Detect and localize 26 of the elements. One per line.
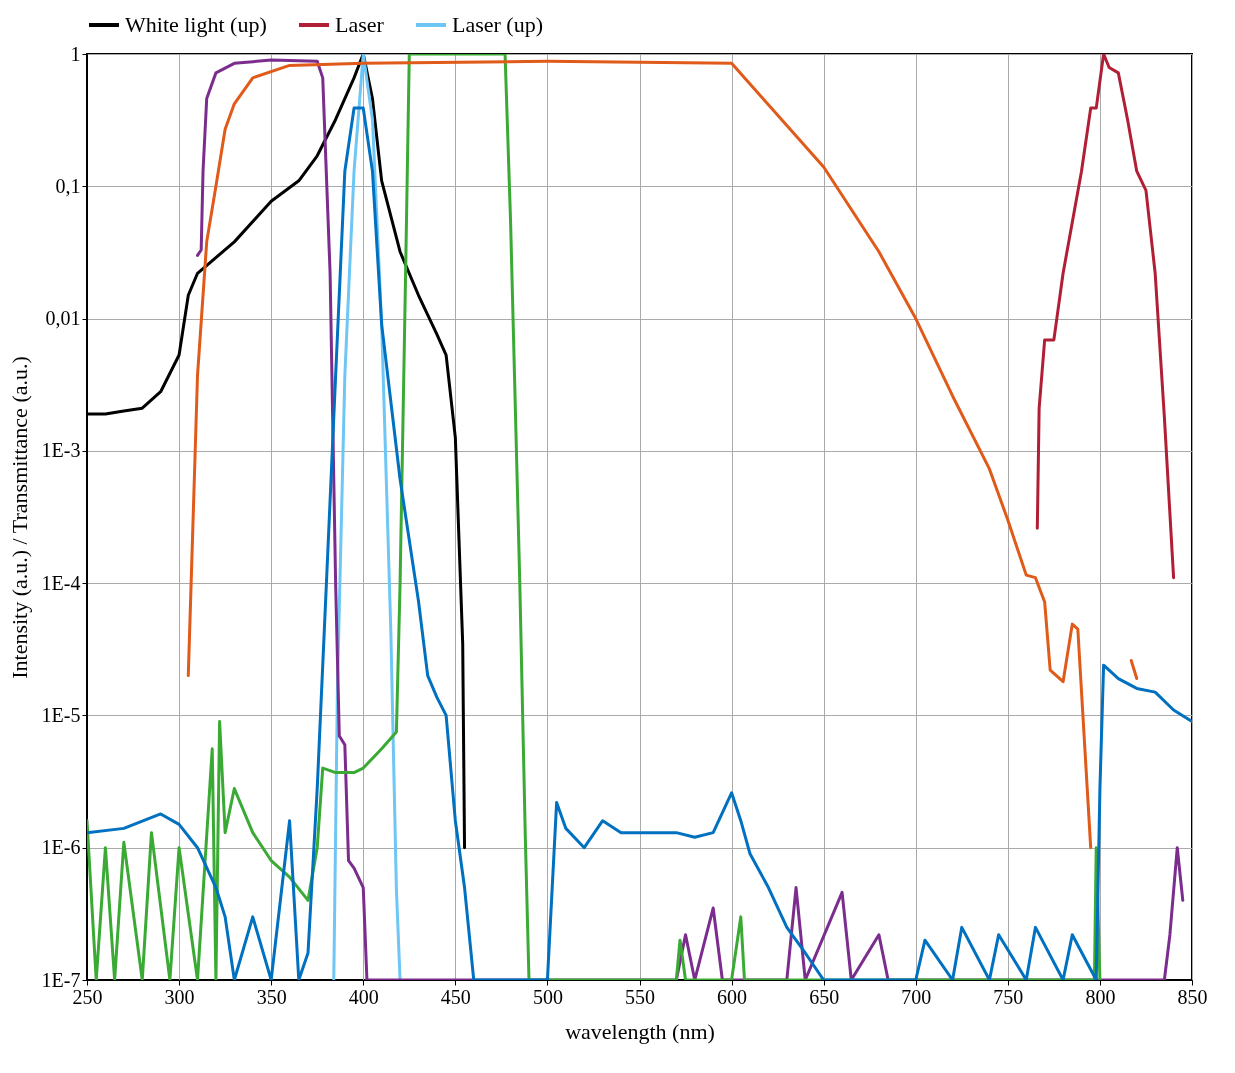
y-tick-label: 1E-4 — [41, 571, 81, 594]
y-tick-label: 1E-3 — [41, 439, 81, 462]
x-tick-label: 550 — [625, 985, 655, 1008]
y-tick-label: 0,01 — [45, 307, 81, 330]
legend-label: Laser (up) — [452, 12, 544, 37]
legend-label: White light (up) — [125, 12, 267, 37]
x-tick-label: 850 — [1177, 985, 1208, 1008]
y-tick-label: 1 — [70, 42, 81, 65]
x-tick-label: 700 — [901, 985, 932, 1008]
x-tick-label: 450 — [440, 985, 471, 1008]
legend-label: Laser — [335, 12, 385, 37]
y-axis-title: Intensity (a.u.) / Transmittance (a.u.) — [6, 356, 32, 679]
x-tick-label: 300 — [164, 985, 195, 1008]
x-tick-label: 500 — [532, 985, 563, 1008]
x-tick-label: 650 — [809, 985, 840, 1008]
x-tick-label: 350 — [256, 985, 287, 1008]
y-tick-label: 1E-6 — [41, 836, 81, 859]
x-tick-label: 600 — [717, 985, 748, 1008]
x-tick-label: 400 — [348, 985, 379, 1008]
x-tick-label: 800 — [1085, 985, 1116, 1008]
y-tick-label: 0,1 — [55, 174, 81, 197]
y-tick-label: 1E-7 — [41, 968, 81, 991]
x-tick-label: 750 — [993, 985, 1024, 1008]
y-tick-label: 1E-5 — [41, 703, 81, 726]
x-axis-title: wavelength (nm) — [565, 1018, 715, 1044]
line-series — [1035, 54, 1176, 580]
